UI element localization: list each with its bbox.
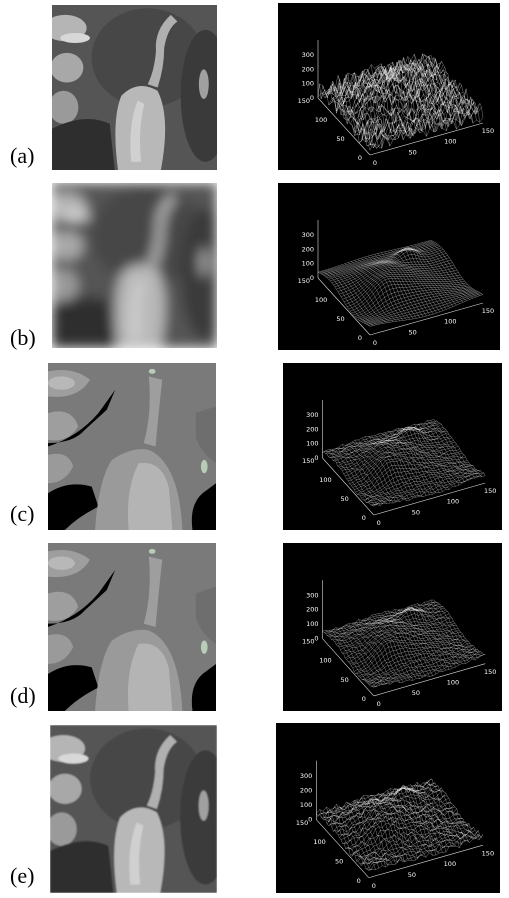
y-tick-label: 150 [296,819,308,827]
y-tick-label: 100 [319,657,331,665]
panel-label: (a) [10,143,34,168]
y-tick-label: 150 [302,638,314,646]
z-tick-label: 200 [302,245,314,253]
panel-label: (d) [10,683,36,708]
y-tick-label: 100 [313,838,325,846]
x-tick-label: 50 [412,689,420,697]
z-tick-label: 300 [302,231,314,239]
z-tick-label: 200 [306,606,318,614]
z-tick-label: 300 [306,591,318,599]
y-tick-label: 50 [340,676,348,684]
x-tick-label: 0 [377,700,381,708]
y-tick-label: 150 [298,277,310,285]
y-tick-label: 50 [336,315,344,323]
y-tick-label: 0 [357,877,361,885]
z-tick-label: 200 [300,787,312,795]
y-tick-label: 0 [358,334,362,342]
y-tick-label: 100 [315,116,327,124]
figure: (a)3002001000150100500050100150(b)300200… [0,0,509,898]
y-tick-label: 50 [335,857,343,865]
y-tick-label: 100 [315,296,327,304]
z-tick-label: 0 [314,635,318,643]
z-tick-label: 0 [314,454,318,462]
z-tick-label: 0 [308,816,312,824]
x-tick-label: 100 [444,138,456,146]
z-tick-label: 100 [306,620,318,628]
x-tick-label: 150 [482,127,494,135]
y-tick-label: 150 [298,97,310,105]
image-b [44,183,230,348]
x-tick-label: 100 [447,498,459,506]
z-tick-label: 300 [302,51,314,59]
z-tick-label: 100 [300,801,312,809]
z-tick-label: 100 [306,440,318,448]
y-tick-label: 50 [336,135,344,143]
x-tick-label: 100 [444,318,456,326]
x-tick-label: 150 [482,307,494,315]
x-tick-label: 50 [408,871,416,879]
z-tick-label: 200 [306,425,318,433]
x-tick-label: 0 [377,519,381,527]
panel-label: (c) [10,501,34,526]
x-tick-label: 50 [409,328,417,336]
panel-label: (b) [10,325,36,350]
x-tick-label: 0 [373,159,377,167]
z-tick-label: 0 [310,94,314,102]
z-tick-label: 300 [300,772,312,780]
y-tick-label: 0 [358,154,362,162]
x-tick-label: 100 [447,678,459,686]
x-tick-label: 50 [409,148,417,156]
image-c [48,363,216,530]
image-d [48,543,216,711]
x-tick-label: 150 [484,487,496,495]
x-tick-label: 0 [372,882,376,890]
y-tick-label: 100 [319,476,331,484]
y-tick-label: 50 [340,495,348,503]
image-e [42,725,231,893]
x-tick-label: 100 [444,860,456,868]
x-tick-label: 150 [482,849,494,857]
y-tick-label: 150 [302,457,314,465]
x-tick-label: 0 [373,339,377,347]
z-tick-label: 100 [302,80,314,88]
z-tick-label: 300 [306,411,318,419]
x-tick-label: 50 [412,508,420,516]
y-tick-label: 0 [362,514,366,522]
y-tick-label: 0 [362,695,366,703]
panel-label: (e) [10,863,34,888]
image-a [44,5,230,170]
z-tick-label: 100 [302,260,314,268]
x-tick-label: 150 [484,668,496,676]
z-tick-label: 200 [302,65,314,73]
z-tick-label: 0 [310,274,314,282]
